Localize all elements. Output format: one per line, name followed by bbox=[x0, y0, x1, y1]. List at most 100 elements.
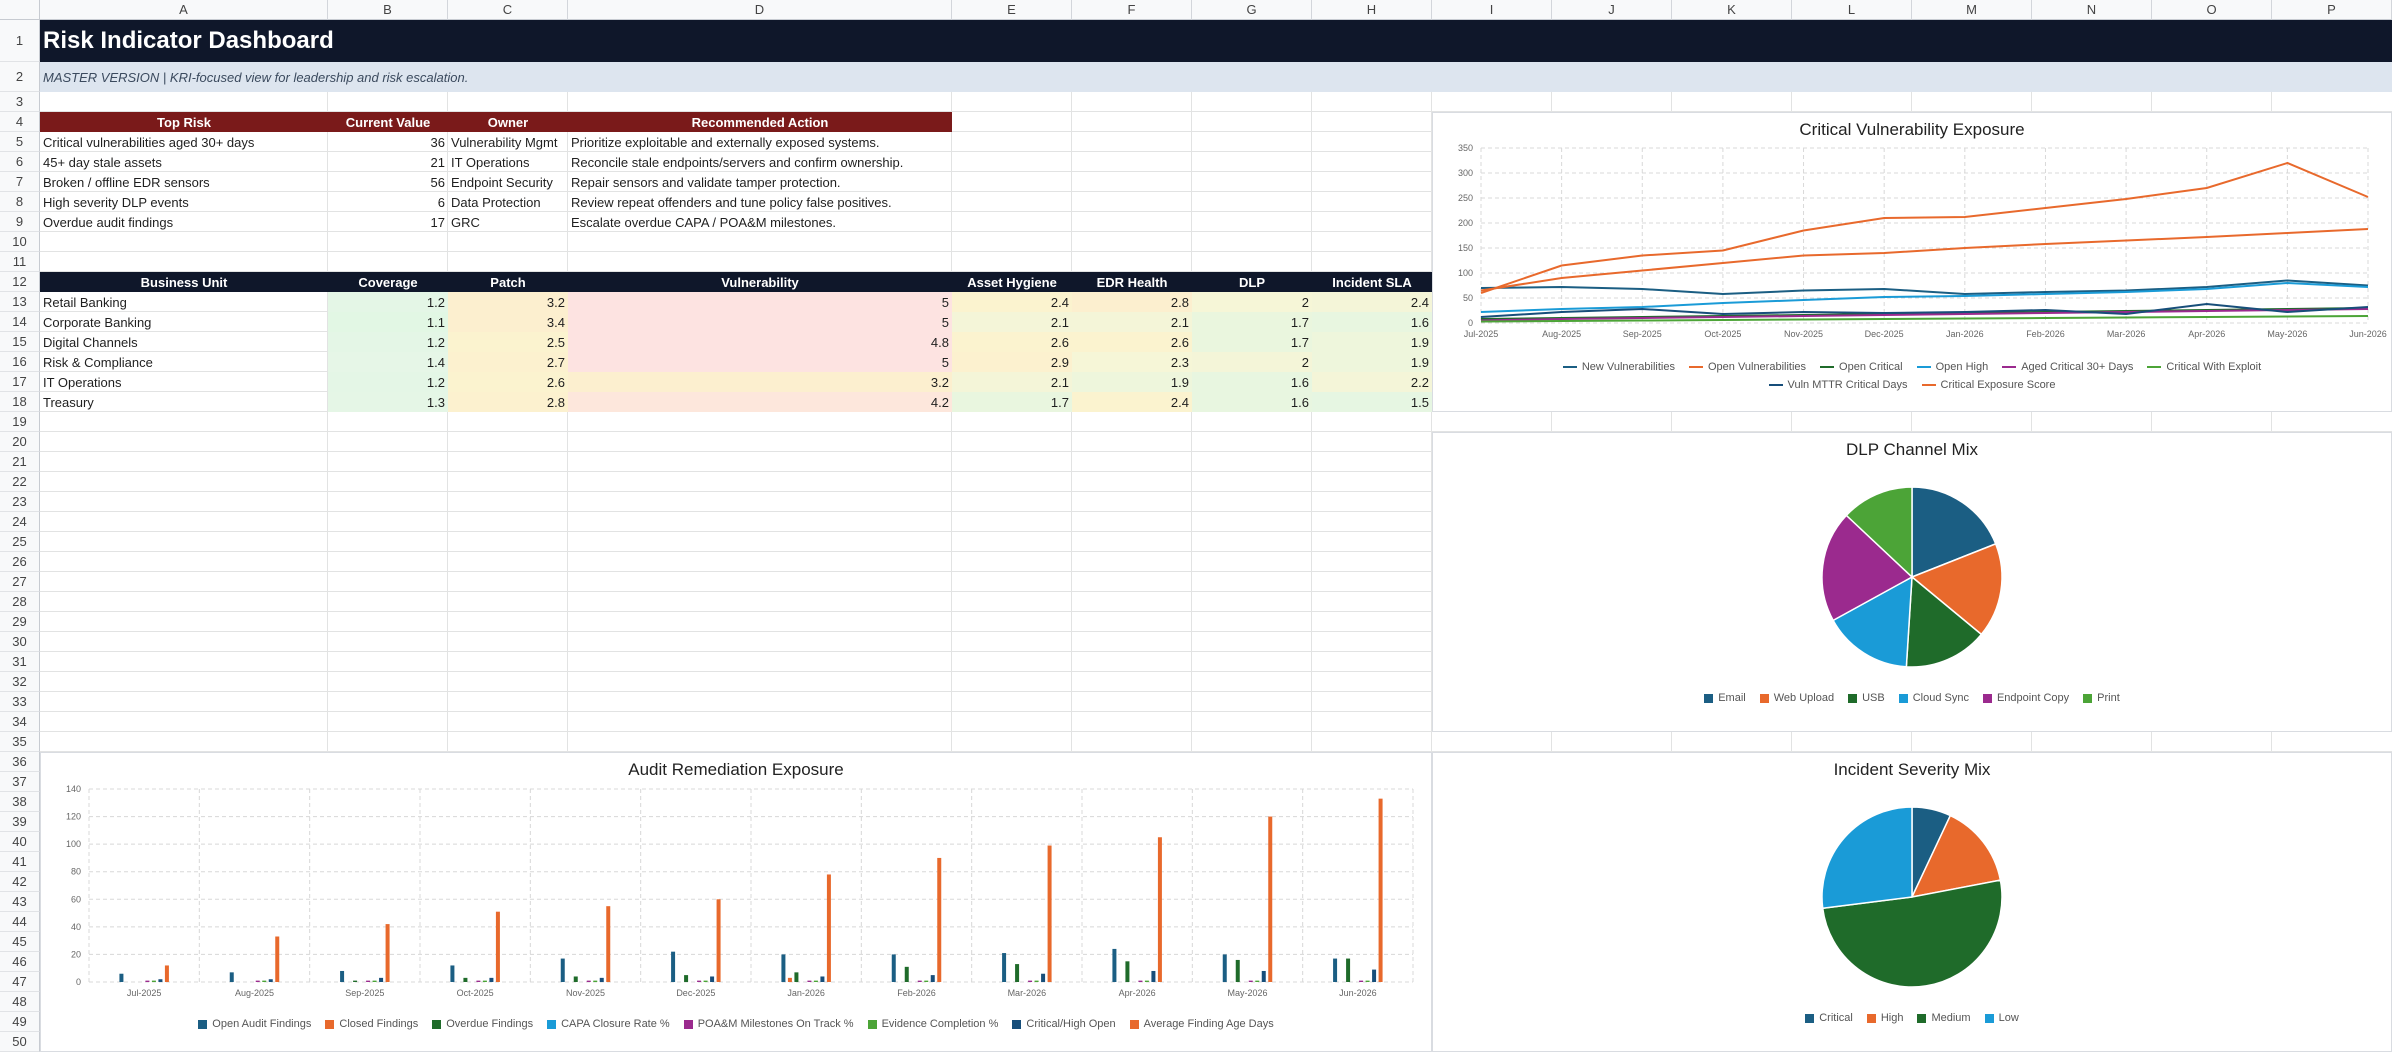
row-header[interactable]: 45 bbox=[0, 932, 40, 952]
row-header[interactable]: 8 bbox=[0, 192, 40, 212]
bu-cell[interactable]: 1.1 bbox=[328, 312, 448, 332]
row-header[interactable]: 35 bbox=[0, 732, 40, 752]
row-header[interactable]: 44 bbox=[0, 912, 40, 932]
legend-item[interactable]: Open Critical bbox=[1820, 361, 1903, 373]
legend-item[interactable]: Vuln MTTR Critical Days bbox=[1768, 379, 1908, 391]
top-risk-cell[interactable]: IT Operations bbox=[451, 154, 530, 170]
top-risk-cell[interactable]: Prioritize exploitable and externally ex… bbox=[571, 134, 880, 150]
top-risk-cell[interactable]: Broken / offline EDR sensors bbox=[43, 174, 210, 190]
row-header[interactable]: 17 bbox=[0, 372, 40, 392]
top-risk-cell[interactable]: Escalate overdue CAPA / POA&M milestones… bbox=[571, 214, 836, 230]
audit-chart[interactable]: Audit Remediation Exposure 0 20 40 60 80 100 1… bbox=[40, 752, 1432, 1052]
row-header[interactable]: 13 bbox=[0, 292, 40, 312]
column-header-h[interactable]: H bbox=[1312, 0, 1432, 20]
column-header-f[interactable]: F bbox=[1072, 0, 1192, 20]
row-header[interactable]: 42 bbox=[0, 872, 40, 892]
row-header[interactable]: 2 bbox=[0, 62, 40, 92]
bu-cell[interactable]: 2.5 bbox=[448, 332, 568, 352]
row-header[interactable]: 27 bbox=[0, 572, 40, 592]
bu-cell[interactable]: 2.1 bbox=[952, 372, 1072, 392]
column-header-a[interactable]: A bbox=[40, 0, 328, 20]
bu-header[interactable]: Patch bbox=[448, 272, 568, 292]
legend-item[interactable]: Email bbox=[1704, 692, 1746, 704]
bu-cell[interactable]: 5 bbox=[568, 312, 952, 332]
top-risk-cell[interactable]: 6 bbox=[437, 194, 445, 210]
legend-item[interactable]: Open Audit Findings bbox=[198, 1018, 311, 1030]
bu-cell[interactable]: 2.9 bbox=[952, 352, 1072, 372]
bu-cell[interactable]: 1.4 bbox=[328, 352, 448, 372]
row-header[interactable]: 50 bbox=[0, 1032, 40, 1052]
legend-item[interactable]: Web Upload bbox=[1759, 692, 1834, 704]
row-header[interactable]: 9 bbox=[0, 212, 40, 232]
top-risk-cell[interactable]: GRC bbox=[451, 214, 480, 230]
bu-cell[interactable]: 1.2 bbox=[328, 332, 448, 352]
legend-item[interactable]: POA&M Milestones On Track % bbox=[683, 1018, 854, 1030]
bu-cell[interactable]: 1.7 bbox=[952, 392, 1072, 412]
legend-item[interactable]: Critical/High Open bbox=[1012, 1018, 1116, 1030]
top-risk-cell[interactable]: Review repeat offenders and tune policy … bbox=[571, 194, 892, 210]
column-header-d[interactable]: D bbox=[568, 0, 952, 20]
bu-cell[interactable]: Corporate Banking bbox=[43, 314, 152, 330]
bu-cell[interactable]: 5 bbox=[568, 292, 952, 312]
bu-cell[interactable]: 4.2 bbox=[568, 392, 952, 412]
bu-cell[interactable]: 1.2 bbox=[328, 292, 448, 312]
legend-item[interactable]: Critical Exposure Score bbox=[1921, 379, 2055, 391]
bu-header[interactable]: Vulnerability bbox=[568, 272, 952, 292]
bu-header[interactable]: DLP bbox=[1192, 272, 1312, 292]
bu-header[interactable]: EDR Health bbox=[1072, 272, 1192, 292]
row-header[interactable]: 20 bbox=[0, 432, 40, 452]
bu-cell[interactable]: 2.6 bbox=[952, 332, 1072, 352]
top-risk-cell[interactable]: Endpoint Security bbox=[451, 174, 553, 190]
top-risk-cell[interactable]: Overdue audit findings bbox=[43, 214, 174, 230]
bu-cell[interactable]: 2.1 bbox=[1072, 312, 1192, 332]
bu-cell[interactable]: 1.3 bbox=[328, 392, 448, 412]
bu-cell[interactable]: 2.6 bbox=[448, 372, 568, 392]
bu-cell[interactable]: 2.4 bbox=[1072, 392, 1192, 412]
bu-cell[interactable]: 3.2 bbox=[448, 292, 568, 312]
column-header-i[interactable]: I bbox=[1432, 0, 1552, 20]
bu-cell[interactable]: 3.2 bbox=[568, 372, 952, 392]
top-risk-header[interactable]: Recommended Action bbox=[568, 112, 952, 132]
row-header[interactable]: 28 bbox=[0, 592, 40, 612]
legend-item[interactable]: Evidence Completion % bbox=[867, 1018, 998, 1030]
bu-cell[interactable]: 2.6 bbox=[1072, 332, 1192, 352]
legend-item[interactable]: Critical bbox=[1805, 1012, 1853, 1024]
column-header-b[interactable]: B bbox=[328, 0, 448, 20]
legend-item[interactable]: USB bbox=[1848, 692, 1885, 704]
bu-cell[interactable]: 2.4 bbox=[952, 292, 1072, 312]
legend-item[interactable]: Medium bbox=[1917, 1012, 1971, 1024]
top-risk-cell[interactable]: 45+ day stale assets bbox=[43, 154, 162, 170]
legend-item[interactable]: Endpoint Copy bbox=[1982, 692, 2069, 704]
row-header[interactable]: 39 bbox=[0, 812, 40, 832]
legend-item[interactable]: High bbox=[1866, 1012, 1903, 1024]
bu-cell[interactable]: 1.6 bbox=[1312, 312, 1432, 332]
row-header[interactable]: 30 bbox=[0, 632, 40, 652]
column-header-e[interactable]: E bbox=[952, 0, 1072, 20]
column-header-m[interactable]: M bbox=[1912, 0, 2032, 20]
bu-cell[interactable]: 1.7 bbox=[1192, 312, 1312, 332]
top-risk-cell[interactable]: 21 bbox=[430, 154, 445, 170]
bu-header[interactable]: Business Unit bbox=[40, 272, 328, 292]
column-header-g[interactable]: G bbox=[1192, 0, 1312, 20]
column-header-j[interactable]: J bbox=[1552, 0, 1672, 20]
legend-item[interactable]: Open High bbox=[1916, 361, 1988, 373]
select-all-corner[interactable] bbox=[0, 0, 40, 20]
row-header[interactable]: 41 bbox=[0, 852, 40, 872]
row-header[interactable]: 23 bbox=[0, 492, 40, 512]
bu-cell[interactable]: 2.7 bbox=[448, 352, 568, 372]
row-header[interactable]: 22 bbox=[0, 472, 40, 492]
bu-cell[interactable]: Risk & Compliance bbox=[43, 354, 153, 370]
column-header-l[interactable]: L bbox=[1792, 0, 1912, 20]
legend-item[interactable]: Open Vulnerabilities bbox=[1688, 361, 1806, 373]
row-header[interactable]: 33 bbox=[0, 692, 40, 712]
top-risk-header[interactable]: Owner bbox=[448, 112, 568, 132]
legend-item[interactable]: Aged Critical 30+ Days bbox=[2002, 361, 2133, 373]
top-risk-cell[interactable]: Repair sensors and validate tamper prote… bbox=[571, 174, 841, 190]
bu-cell[interactable]: IT Operations bbox=[43, 374, 122, 390]
column-header-p[interactable]: P bbox=[2272, 0, 2392, 20]
row-header[interactable]: 34 bbox=[0, 712, 40, 732]
row-header[interactable]: 36 bbox=[0, 752, 40, 772]
bu-cell[interactable]: 1.6 bbox=[1192, 392, 1312, 412]
column-header-o[interactable]: O bbox=[2152, 0, 2272, 20]
